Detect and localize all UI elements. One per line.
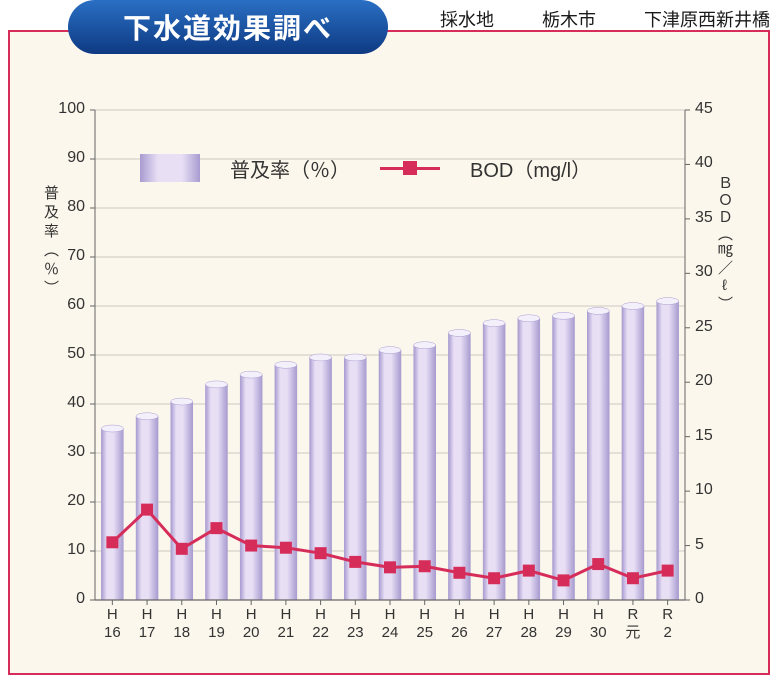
bar <box>101 429 123 601</box>
bod-marker <box>627 572 639 584</box>
x-category-label: H26 <box>442 606 476 642</box>
x-category-label: H27 <box>477 606 511 642</box>
x-category-label: H16 <box>95 606 129 642</box>
bar <box>448 333 470 600</box>
left-tick-label: 90 <box>50 149 85 167</box>
bod-marker <box>453 567 465 579</box>
bar <box>553 316 575 600</box>
x-category-label: H20 <box>234 606 268 642</box>
header-location: 採水地 栃木市 下津原西新井橋 <box>440 6 770 32</box>
left-tick-label: 70 <box>50 247 85 265</box>
bar <box>518 318 540 600</box>
x-category-label: H23 <box>338 606 372 642</box>
bar <box>587 311 609 600</box>
header-part3: 下津原西新井橋 <box>644 6 770 32</box>
bod-marker <box>141 504 153 516</box>
bod-marker <box>662 565 674 577</box>
right-tick-label: 5 <box>695 536 704 554</box>
bod-marker <box>419 560 431 572</box>
x-category-label: H29 <box>547 606 581 642</box>
bar <box>483 323 505 600</box>
bod-marker <box>176 543 188 555</box>
bar <box>657 301 679 600</box>
bar <box>275 365 297 600</box>
x-category-label: H30 <box>581 606 615 642</box>
bod-marker <box>106 536 118 548</box>
bod-marker <box>280 542 292 554</box>
bod-marker <box>488 572 500 584</box>
right-tick-label: 45 <box>695 100 713 118</box>
right-axis-label: ＢＯＤ（㎎／ℓ） <box>714 175 735 313</box>
bar <box>205 384 227 600</box>
x-category-label: H19 <box>199 606 233 642</box>
chart-area: 普及率（％） BOD（mg/l） 普及率（％） ＢＯＤ（㎎／ℓ） 0 10 20 30… <box>20 70 740 660</box>
x-category-label: H28 <box>512 606 546 642</box>
bar <box>310 357 332 600</box>
left-tick-label: 20 <box>50 492 85 510</box>
right-tick-label: 35 <box>695 209 713 227</box>
x-category-label: H17 <box>130 606 164 642</box>
right-tick-label: 30 <box>695 263 713 281</box>
right-tick-label: 40 <box>695 154 713 172</box>
x-category-label: R元 <box>616 606 650 642</box>
bod-marker <box>523 565 535 577</box>
title-text: 下水道効果調べ <box>123 7 333 47</box>
left-tick-label: 60 <box>50 296 85 314</box>
bar <box>622 306 644 600</box>
x-category-label: H18 <box>165 606 199 642</box>
bod-marker <box>349 556 361 568</box>
title-pill: 下水道効果調べ <box>68 0 388 54</box>
left-tick-label: 50 <box>50 345 85 363</box>
legend-line-label: BOD（mg/l） <box>470 154 591 183</box>
bod-marker <box>245 540 257 552</box>
header-part2: 栃木市 <box>542 6 596 32</box>
left-tick-label: 80 <box>50 198 85 216</box>
left-tick-label: 100 <box>50 100 85 118</box>
x-category-label: H21 <box>269 606 303 642</box>
x-category-label: H25 <box>408 606 442 642</box>
bod-marker <box>592 558 604 570</box>
bod-marker <box>315 547 327 559</box>
bod-marker <box>558 574 570 586</box>
left-tick-label: 30 <box>50 443 85 461</box>
x-category-label: H22 <box>304 606 338 642</box>
header-part1: 採水地 <box>440 6 494 32</box>
right-tick-label: 0 <box>695 590 704 608</box>
right-tick-label: 15 <box>695 427 713 445</box>
legend-line-swatch <box>380 167 440 170</box>
bod-marker <box>384 561 396 573</box>
left-tick-label: 40 <box>50 394 85 412</box>
bar <box>240 375 262 600</box>
right-tick-label: 20 <box>695 372 713 390</box>
bar <box>171 402 193 600</box>
left-tick-label: 10 <box>50 541 85 559</box>
left-tick-label: 0 <box>50 590 85 608</box>
bod-marker <box>210 522 222 534</box>
legend-bar-swatch <box>140 154 200 182</box>
right-tick-label: 25 <box>695 318 713 336</box>
right-tick-label: 10 <box>695 481 713 499</box>
x-category-label: H24 <box>373 606 407 642</box>
x-category-label: R2 <box>651 606 685 642</box>
legend-bar-label: 普及率（％） <box>230 154 350 183</box>
legend: 普及率（％） BOD（mg/l） <box>140 148 660 188</box>
